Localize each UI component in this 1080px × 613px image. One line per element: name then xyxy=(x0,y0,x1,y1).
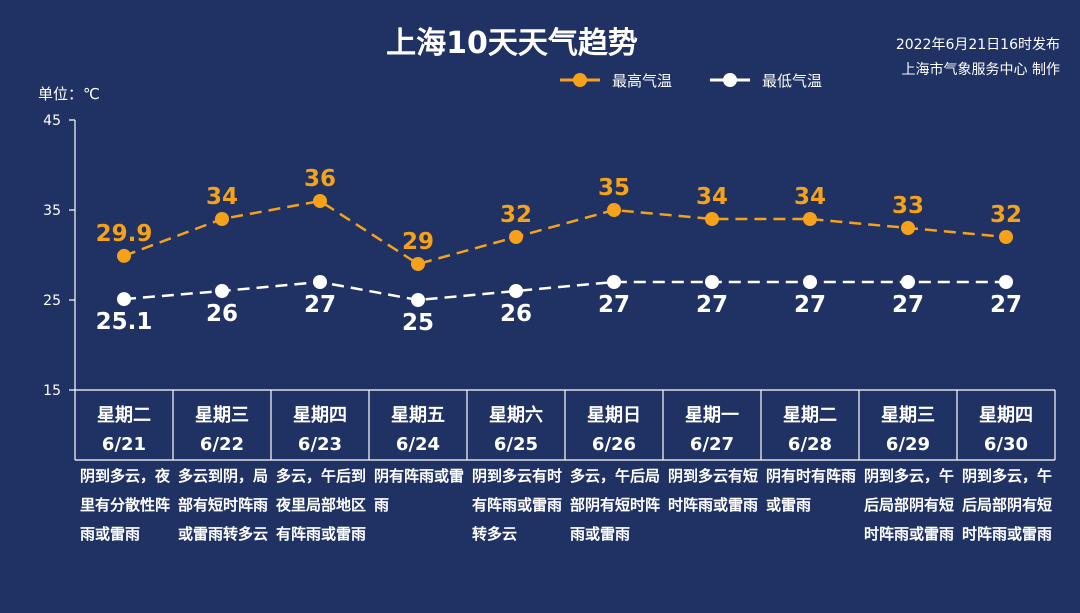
date-label: 6/25 xyxy=(494,434,538,455)
weekday-label: 星期四 xyxy=(293,405,347,426)
low-data-label: 25.1 xyxy=(96,309,153,335)
low-data-label: 27 xyxy=(990,292,1022,318)
date-label: 6/27 xyxy=(690,434,734,455)
weather-description: 阴到多云，午后局部阴有短时阵雨或雷雨 xyxy=(864,467,955,543)
high-point xyxy=(313,194,327,208)
low-point xyxy=(313,275,327,289)
weather-description: 阴有阵雨或雷雨 xyxy=(374,467,465,514)
publisher: 上海市气象服务中心 制作 xyxy=(902,61,1060,78)
high-point xyxy=(803,212,817,226)
low-point xyxy=(215,284,229,298)
date-label: 6/28 xyxy=(788,434,832,455)
high-point xyxy=(999,230,1013,244)
axes: 15 25 35 45 xyxy=(43,113,76,399)
date-label: 6/23 xyxy=(298,434,342,455)
date-table: 星期二 6/21 星期三 6/22 星期四 6/23 星期五 6/24 星期六 6/25 星期日 6/… xyxy=(74,389,1056,461)
low-point xyxy=(509,284,523,298)
weekday-label: 星期二 xyxy=(783,405,837,426)
publish-time: 2022年6月21日16时发布 xyxy=(896,37,1060,53)
low-point xyxy=(117,292,131,307)
high-data-label: 32 xyxy=(990,202,1022,228)
weekday-label: 星期四 xyxy=(979,405,1033,426)
series-line-low xyxy=(123,280,1006,302)
weather-description: 阴到多云，午后局部阴有短时阵雨或雷雨 xyxy=(962,467,1053,543)
weekday-label: 星期一 xyxy=(685,405,739,426)
series-line-high xyxy=(123,199,1007,266)
high-point xyxy=(215,212,229,226)
high-data-label: 34 xyxy=(696,184,728,210)
low-data-label: 26 xyxy=(500,301,532,327)
low-point xyxy=(411,293,425,307)
high-data-label: 36 xyxy=(304,166,336,192)
low-data-label: 27 xyxy=(304,292,336,318)
legend-low-marker xyxy=(723,73,737,87)
date-label: 6/30 xyxy=(984,434,1028,455)
low-data-label: 27 xyxy=(696,292,728,318)
date-label: 6/21 xyxy=(102,434,146,455)
weather-description: 阴到多云有时有阵雨或雷雨转多云 xyxy=(472,467,563,543)
high-data-label: 29.9 xyxy=(96,221,153,247)
high-point xyxy=(509,230,523,244)
weather-description: 多云到阴，局部有短时阵雨或雷雨转多云 xyxy=(178,467,269,543)
weekday-label: 星期三 xyxy=(881,405,935,426)
legend: 最高气温 最低气温 xyxy=(560,72,822,90)
weather-description: 多云，午后到夜里局部地区有阵雨或雷雨 xyxy=(276,467,367,543)
low-point xyxy=(803,275,817,289)
high-data-label: 29 xyxy=(402,229,434,255)
high-data-label: 32 xyxy=(500,202,532,228)
high-point xyxy=(411,257,425,271)
date-label: 6/24 xyxy=(396,434,440,455)
date-label: 6/22 xyxy=(200,434,244,455)
weekday-label: 星期三 xyxy=(195,405,249,426)
low-point xyxy=(607,275,621,289)
low-data-label: 27 xyxy=(892,292,924,318)
low-data-label: 27 xyxy=(598,292,630,318)
low-point xyxy=(999,275,1013,289)
high-point xyxy=(705,212,719,226)
legend-low-label: 最低气温 xyxy=(762,72,822,90)
weekday-label: 星期六 xyxy=(489,404,543,426)
legend-high-label: 最高气温 xyxy=(612,72,672,90)
low-data-label: 26 xyxy=(206,301,238,327)
legend-high-marker xyxy=(573,73,587,87)
high-point xyxy=(117,248,131,263)
weather-description: 阴到多云有短时阵雨或雷雨 xyxy=(668,467,759,514)
high-data-label: 34 xyxy=(794,184,826,210)
low-point xyxy=(705,275,719,289)
y-tick-label: 15 xyxy=(43,383,61,399)
weather-description: 阴到多云，夜里有分散性阵雨或雷雨 xyxy=(80,467,171,543)
y-tick-label: 45 xyxy=(43,113,61,129)
y-tick-label: 35 xyxy=(43,203,61,219)
high-point xyxy=(901,221,915,235)
date-label: 6/29 xyxy=(886,434,930,455)
weekday-label: 星期日 xyxy=(587,405,641,426)
weather-description: 多云，午后局部阴有短时阵雨或雷雨 xyxy=(570,467,661,543)
high-data-label: 34 xyxy=(206,184,238,210)
y-tick-label: 25 xyxy=(43,293,61,309)
high-data-label: 35 xyxy=(598,175,630,201)
weekday-label: 星期二 xyxy=(97,405,151,426)
date-label: 6/26 xyxy=(592,434,636,455)
weekday-label: 星期五 xyxy=(391,405,445,426)
high-data-label: 33 xyxy=(892,193,924,219)
weather-description: 阴有时有阵雨或雷雨 xyxy=(766,467,857,514)
low-data-label: 25 xyxy=(402,310,434,336)
low-point xyxy=(901,275,915,289)
series-lines: 29.9 34 36 29 32 35 34 34 33 32 25.1 26 27 25 26 27 27 27… xyxy=(96,166,1022,336)
unit-label: 单位：℃ xyxy=(38,85,100,103)
chart-title: 上海10天天气趋势 xyxy=(386,26,638,61)
high-point xyxy=(607,203,621,217)
low-data-label: 27 xyxy=(794,292,826,318)
